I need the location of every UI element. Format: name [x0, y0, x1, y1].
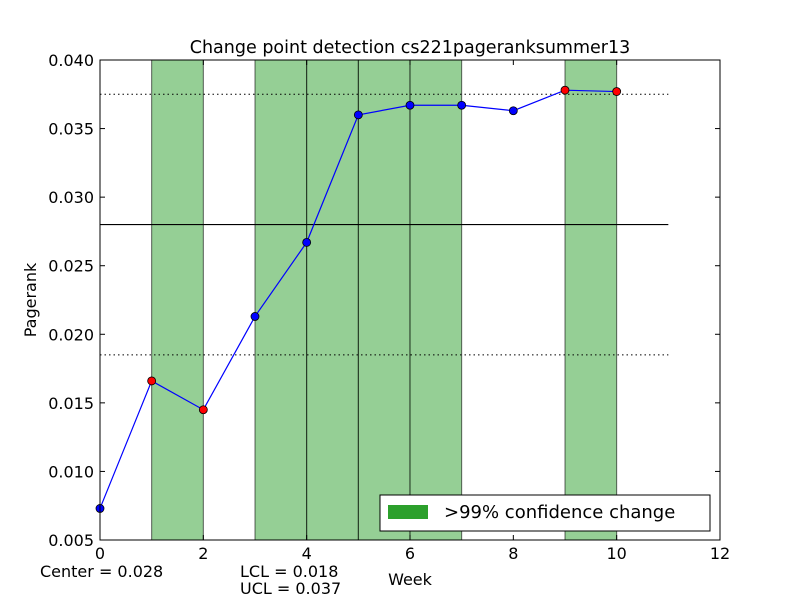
y-tick-label: 0.030 [48, 188, 94, 207]
data-point-flagged [147, 376, 157, 386]
series [95, 85, 622, 513]
lcl-stat: LCL = 0.018 [240, 562, 338, 581]
change-band [564, 59, 618, 541]
control-lines [100, 93, 669, 356]
x-tick-label: 6 [405, 544, 415, 563]
ucl-stat: UCL = 0.037 [240, 579, 341, 598]
data-point [302, 237, 312, 247]
data-point [353, 110, 363, 120]
center-stat: Center = 0.028 [40, 562, 163, 581]
change-band [151, 59, 204, 541]
x-tick-label: 8 [508, 544, 518, 563]
change-band [254, 59, 308, 541]
y-axis-label: Pagerank [21, 262, 40, 337]
chart-title: Change point detection cs221pageranksumm… [190, 38, 631, 58]
y-tick-label: 0.040 [48, 51, 94, 70]
data-point [405, 100, 415, 110]
y-tick-label: 0.035 [48, 120, 94, 139]
change-band [306, 59, 359, 541]
y-tick-label: 0.025 [48, 257, 94, 276]
change-bands [151, 59, 618, 541]
legend: >99% confidence change [379, 494, 711, 532]
data-point-flagged [198, 405, 208, 415]
data-point-flagged [560, 85, 570, 95]
y-tick-label: 0.005 [48, 531, 94, 550]
x-tick-label: 2 [198, 544, 208, 563]
legend-label: >99% confidence change [444, 502, 675, 523]
x-tick-label: 12 [710, 544, 730, 563]
data-point [250, 312, 260, 321]
x-axis-label: Week [388, 570, 433, 589]
axis-ticks: 0 2 4 6 8 10 12 0.005 0.010 0.015 0.020 0.025 0.030 0… [48, 51, 730, 563]
y-tick-label: 0.010 [48, 462, 94, 481]
change-band [357, 59, 411, 541]
y-tick-label: 0.020 [48, 325, 94, 344]
data-point [508, 106, 518, 116]
data-point [457, 100, 467, 110]
legend-swatch [388, 505, 428, 519]
legend-box [379, 494, 711, 532]
x-tick-label: 0 [95, 544, 105, 563]
x-tick-label: 10 [606, 544, 626, 563]
y-tick-label: 0.015 [48, 394, 94, 413]
data-point-flagged [612, 87, 622, 96]
change-band [409, 59, 463, 541]
x-tick-label: 4 [302, 544, 312, 563]
